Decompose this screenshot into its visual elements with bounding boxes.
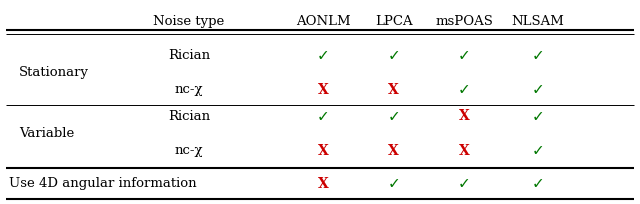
Text: LPCA: LPCA — [375, 15, 412, 28]
Text: ✓: ✓ — [387, 176, 400, 191]
Text: ✓: ✓ — [531, 48, 544, 63]
Text: ✓: ✓ — [531, 82, 544, 97]
Text: Use 4D angular information: Use 4D angular information — [8, 177, 196, 190]
Text: X: X — [318, 144, 328, 158]
Text: ✓: ✓ — [531, 143, 544, 159]
Text: ✓: ✓ — [387, 109, 400, 124]
Text: ✓: ✓ — [317, 48, 330, 63]
Text: X: X — [459, 144, 469, 158]
Text: ✓: ✓ — [458, 82, 470, 97]
Text: ✓: ✓ — [458, 176, 470, 191]
Text: X: X — [388, 144, 399, 158]
Text: ✓: ✓ — [458, 48, 470, 63]
Text: AONLM: AONLM — [296, 15, 351, 28]
Text: Rician: Rician — [168, 110, 210, 123]
Text: Variable: Variable — [19, 127, 74, 140]
Text: Noise type: Noise type — [153, 15, 225, 28]
Text: nc-χ: nc-χ — [175, 83, 203, 96]
Text: msPOAS: msPOAS — [435, 15, 493, 28]
Text: Rician: Rician — [168, 49, 210, 62]
Text: X: X — [388, 83, 399, 97]
Text: Stationary: Stationary — [19, 66, 89, 79]
Text: ✓: ✓ — [531, 176, 544, 191]
Text: ✓: ✓ — [317, 109, 330, 124]
Text: X: X — [318, 83, 328, 97]
Text: ✓: ✓ — [387, 48, 400, 63]
Text: ✓: ✓ — [531, 109, 544, 124]
Text: X: X — [459, 109, 469, 123]
Text: X: X — [318, 177, 328, 191]
Text: NLSAM: NLSAM — [511, 15, 564, 28]
Text: nc-χ: nc-χ — [175, 144, 203, 157]
